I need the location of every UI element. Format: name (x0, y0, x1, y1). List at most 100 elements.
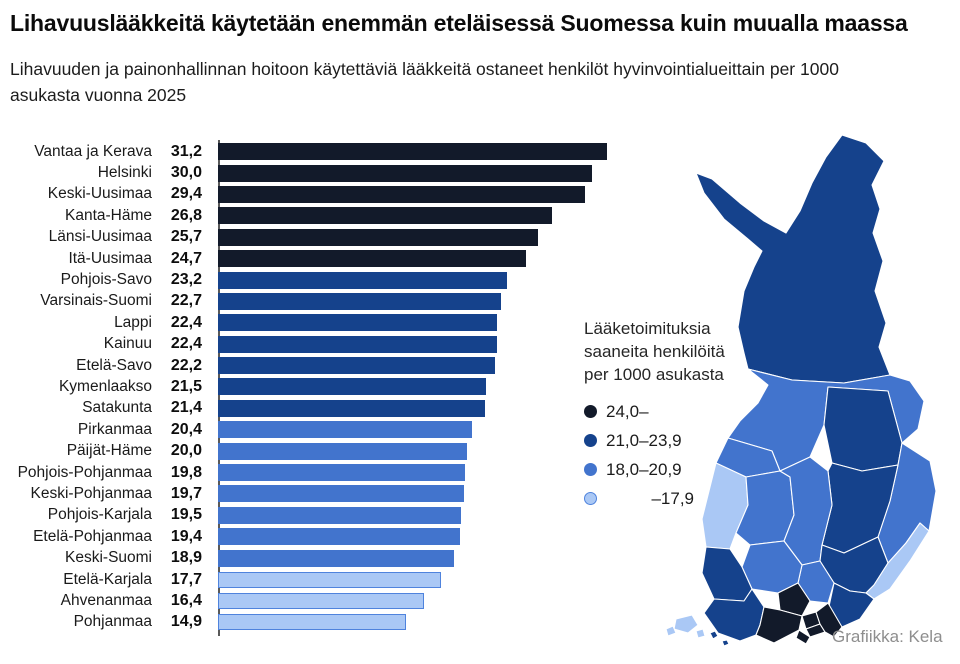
bar-chart: Vantaa ja Kerava 31,2 Helsinki 30,0 Keski-Uu… (0, 141, 640, 633)
legend-item: 18,0–20,9 (584, 455, 764, 484)
bar (218, 464, 465, 482)
region-value: 16,4 (170, 591, 202, 609)
region-label: Pohjois-Savo (60, 271, 152, 289)
bar-row: Pohjois-Pohjanmaa 19,8 (0, 462, 640, 483)
bar (218, 314, 497, 332)
bar-row: Keski-Suomi 18,9 (0, 547, 640, 568)
region-label: Päijät-Häme (66, 442, 152, 460)
region-value: 22,2 (170, 356, 202, 374)
region-label: Satakunta (82, 399, 152, 417)
region-label: Helsinki (97, 164, 152, 182)
region-value: 29,4 (170, 185, 202, 203)
legend-title-line: per 1000 asukasta (584, 365, 724, 384)
region-value: 19,4 (170, 527, 202, 545)
map-region (673, 614, 699, 634)
region-value: 19,8 (170, 463, 202, 481)
map-region (795, 629, 811, 645)
region-value: 19,5 (170, 506, 202, 524)
region-label: Kanta-Häme (64, 206, 152, 224)
chart-subtitle: Lihavuuden ja painonhallinnan hoitoon kä… (10, 59, 839, 106)
region-value: 23,2 (170, 271, 202, 289)
bar (218, 549, 454, 567)
legend-color-dot (584, 463, 597, 476)
bar-row: Ahvenanmaa 16,4 (0, 590, 640, 611)
legend-item: 24,0– (584, 397, 764, 426)
legend-item-label: 21,0–23,9 (606, 430, 682, 450)
page-title: Lihavuuslääkkeitä käytetään enemmän etel… (10, 10, 908, 36)
legend-items: 24,0– 21,0–23,9 18,0–20,9 –17,9 (584, 397, 764, 513)
region-label: Etelä-Pohjanmaa (33, 527, 152, 545)
bar-row: Varsinais-Suomi 22,7 (0, 291, 640, 312)
map-region (721, 639, 730, 647)
legend: Lääketoimituksia saaneita henkilöitä per… (584, 317, 764, 513)
bar-row: Keski-Pohjanmaa 19,7 (0, 483, 640, 504)
bar (218, 421, 472, 439)
bar (218, 399, 485, 417)
region-value: 25,7 (170, 228, 202, 246)
bar (218, 614, 406, 631)
legend-item: –17,9 (584, 484, 764, 513)
region-value: 19,7 (170, 484, 202, 502)
bar (218, 378, 486, 396)
bar-row: Länsi-Uusimaa 25,7 (0, 227, 640, 248)
finland-map (665, 134, 937, 647)
region-label: Varsinais-Suomi (40, 292, 152, 310)
region-value: 22,4 (170, 335, 202, 353)
bar (218, 143, 607, 161)
bar-row: Etelä-Pohjanmaa 19,4 (0, 526, 640, 547)
region-value: 21,4 (170, 399, 202, 417)
legend-color-dot (584, 405, 597, 418)
bar (218, 185, 585, 203)
map-region (815, 602, 843, 638)
bar (218, 357, 495, 375)
bar-row: Kymenlaakso 21,5 (0, 376, 640, 397)
bar-row: Pohjois-Savo 23,2 (0, 269, 640, 290)
region-value: 24,7 (170, 249, 202, 267)
region-label: Etelä-Karjala (63, 570, 152, 588)
region-label: Pohjois-Karjala (47, 506, 152, 524)
legend-item: 21,0–23,9 (584, 426, 764, 455)
map-region (665, 625, 677, 637)
legend-item-label: 18,0–20,9 (606, 459, 682, 479)
bar-row: Kainuu 22,4 (0, 334, 640, 355)
legend-title-line: saaneita henkilöitä (584, 342, 725, 361)
bar (218, 571, 441, 588)
region-value: 20,4 (170, 420, 202, 438)
bar (218, 335, 497, 353)
region-label: Kainuu (103, 335, 152, 353)
region-value: 31,2 (170, 142, 202, 160)
map-region (777, 582, 811, 617)
region-label: Itä-Uusimaa (68, 249, 152, 267)
bar (218, 292, 501, 310)
bar (218, 164, 592, 182)
region-label: Pohjois-Pohjanmaa (17, 463, 152, 481)
map-region (695, 628, 706, 639)
bar (218, 228, 538, 246)
credit-text: Grafiikka: Kela (832, 627, 943, 646)
region-value: 17,7 (170, 570, 202, 588)
bar-row: Pirkanmaa 20,4 (0, 419, 640, 440)
bar-row: Päijät-Häme 20,0 (0, 440, 640, 461)
region-value: 21,5 (170, 377, 202, 395)
region-value: 18,9 (170, 549, 202, 567)
bar-row: Keski-Uusimaa 29,4 (0, 184, 640, 205)
map-region (701, 546, 753, 602)
region-label: Vantaa ja Kerava (34, 142, 152, 160)
bar (218, 528, 460, 546)
map-region (865, 522, 930, 600)
bar-row: Lappi 22,4 (0, 312, 640, 333)
legend-color-dot (584, 492, 597, 505)
bar (218, 271, 507, 289)
legend-color-dot (584, 434, 597, 447)
bar-row: Etelä-Karjala 17,7 (0, 569, 640, 590)
region-value: 30,0 (170, 164, 202, 182)
bar-row: Helsinki 30,0 (0, 162, 640, 183)
region-label: Keski-Pohjanmaa (30, 484, 152, 502)
legend-title: Lääketoimituksia saaneita henkilöitä per… (584, 317, 764, 386)
bar (218, 207, 552, 225)
bar-row: Itä-Uusimaa 24,7 (0, 248, 640, 269)
map-region (695, 134, 891, 384)
bar (218, 250, 526, 268)
bar-row: Pohjois-Karjala 19,5 (0, 505, 640, 526)
